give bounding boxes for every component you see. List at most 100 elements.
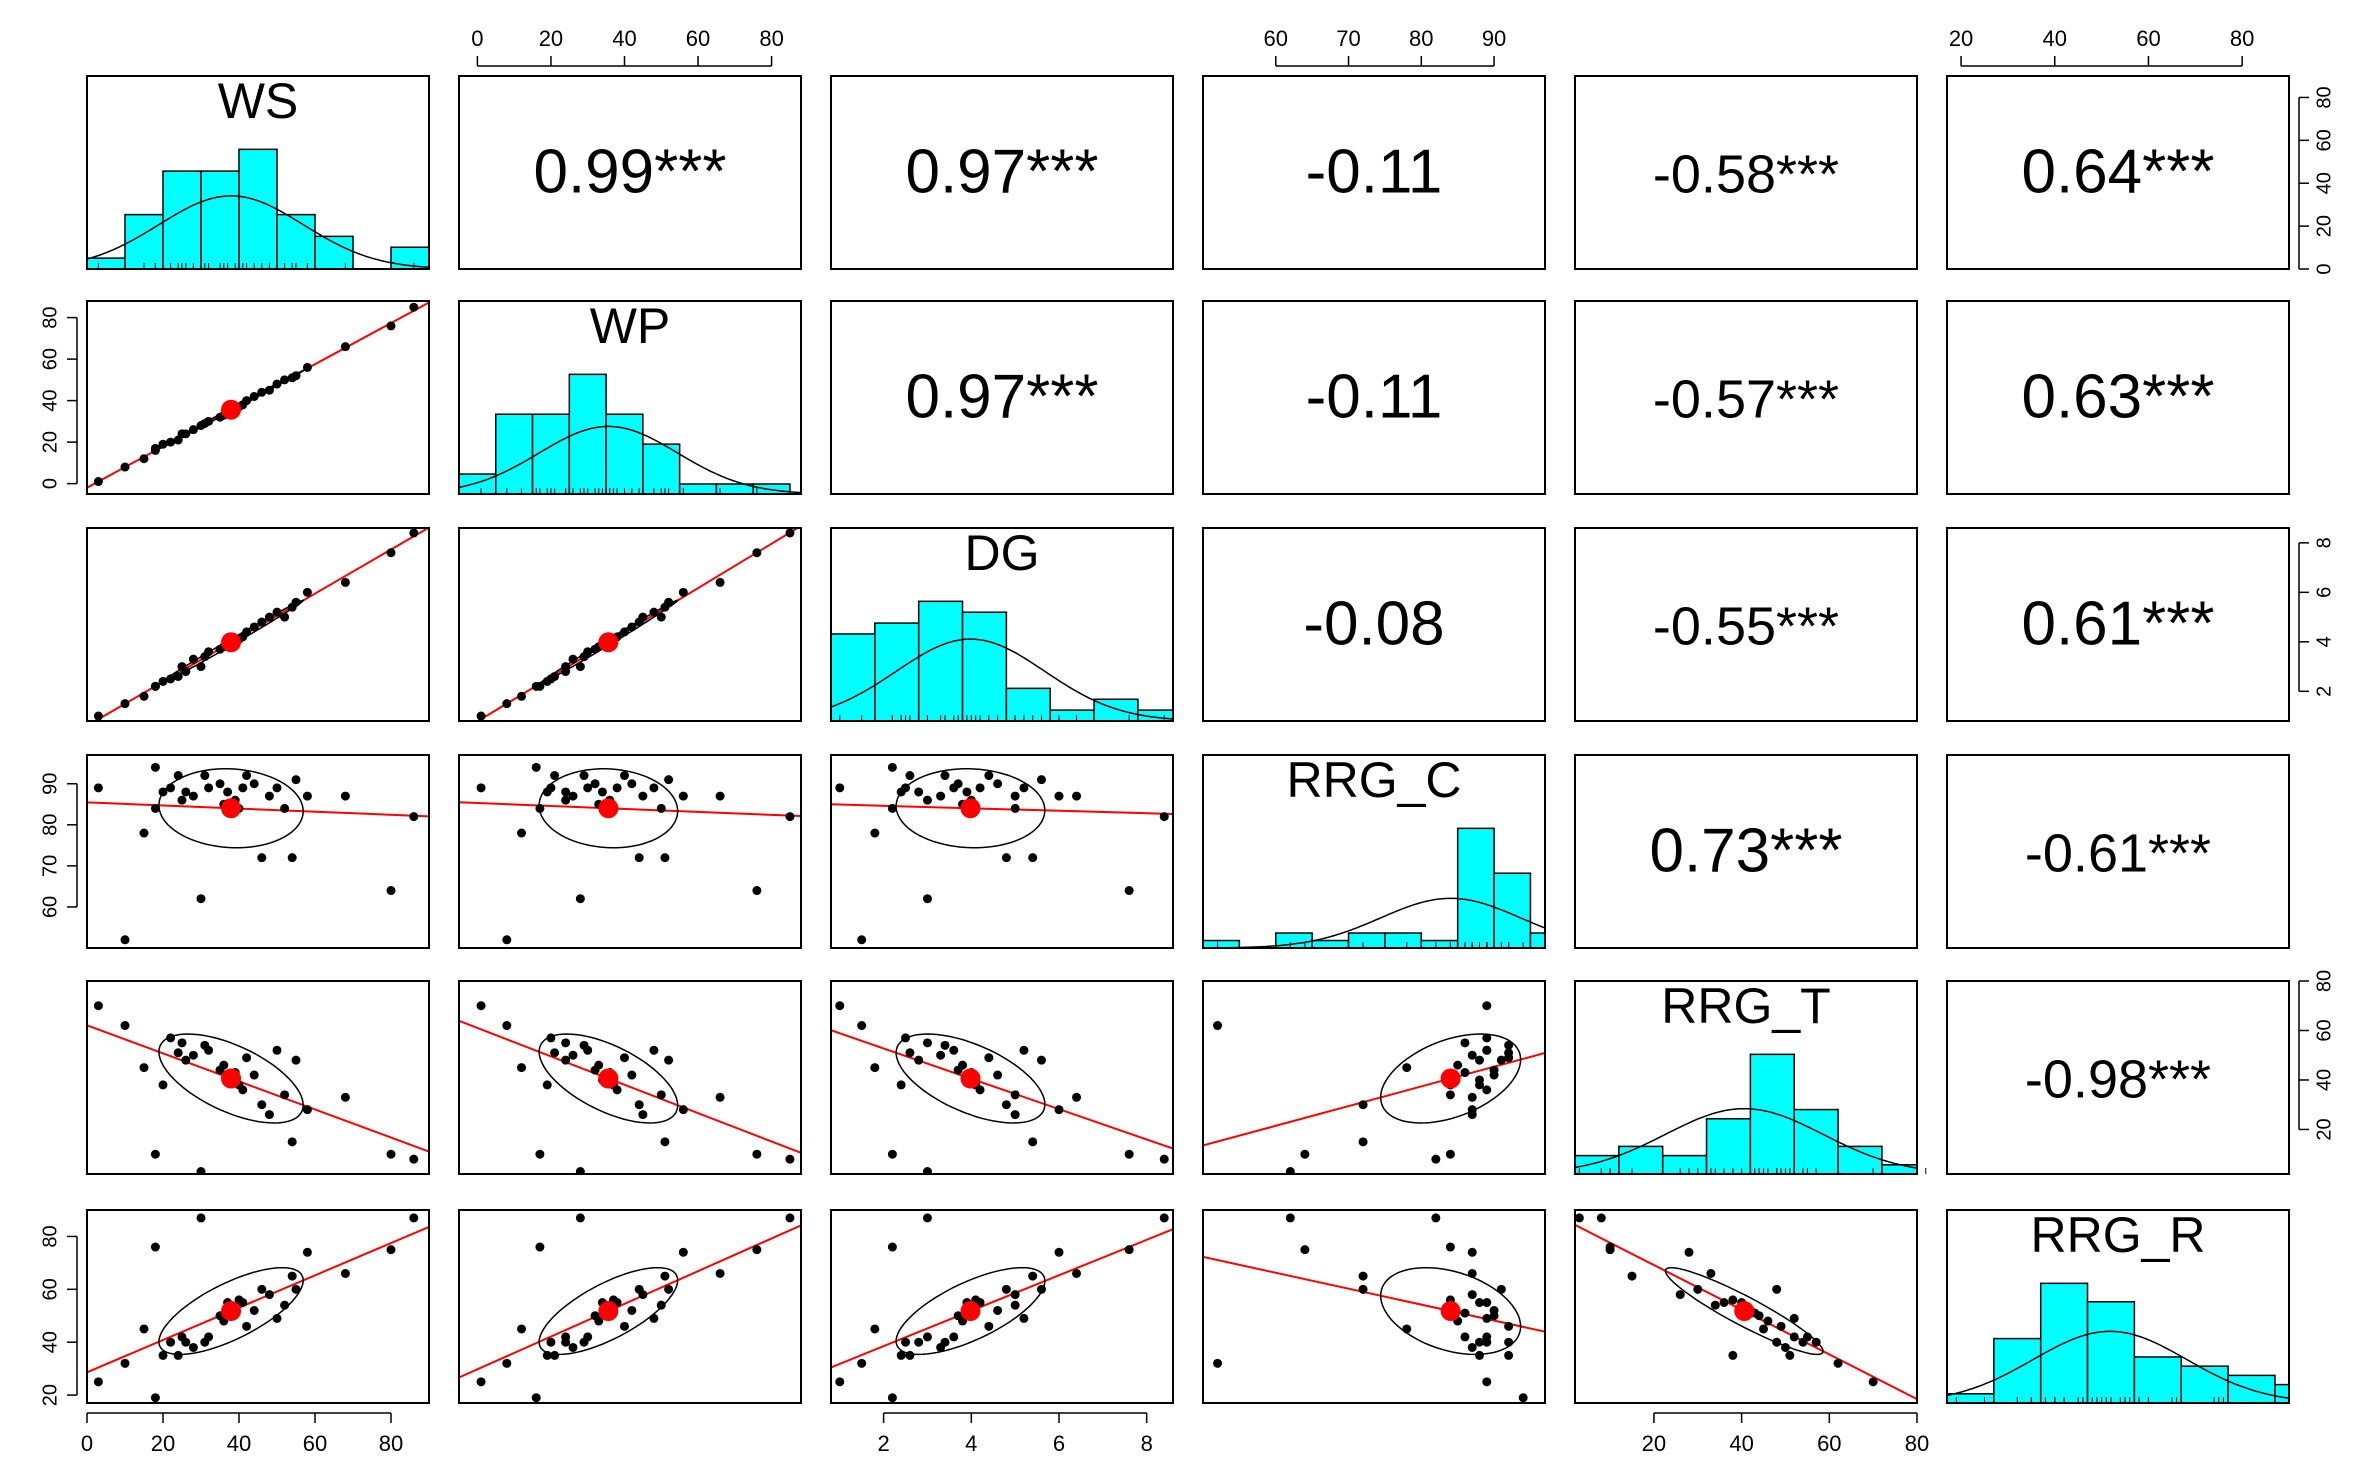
data-point (905, 1350, 915, 1360)
data-point (291, 775, 301, 785)
data-point (857, 1021, 867, 1031)
data-point (517, 1324, 527, 1334)
y-axis-WP-left: 0 20 40 60 80 (39, 306, 78, 489)
histogram-bar-RRG_R (1946, 1393, 1995, 1404)
histogram-bar-RRG_C (1420, 939, 1459, 949)
data-point (386, 1245, 396, 1255)
panel-frame (458, 754, 802, 949)
correlation-label: -0.58*** (1653, 145, 1839, 205)
histogram-bar-WS (200, 170, 240, 270)
data-point (1010, 1090, 1020, 1100)
data-point (561, 1337, 571, 1347)
y-axis-WS-right: 0 20 40 60 80 (2298, 86, 2335, 275)
data-point (264, 1290, 274, 1300)
data-point (634, 1100, 644, 1110)
data-point (1124, 1245, 1134, 1255)
mean-point (598, 632, 619, 653)
data-point (120, 1358, 130, 1368)
data-point (139, 691, 149, 701)
tick-label: 60 (1817, 1431, 1841, 1456)
data-point (1402, 1324, 1412, 1334)
data-point (752, 548, 762, 558)
data-point (953, 779, 963, 789)
histogram-bar-RRG_R (2086, 1300, 2136, 1404)
data-point (249, 779, 259, 789)
data-point (901, 1033, 911, 1043)
data-point (656, 612, 666, 622)
regression-line (831, 803, 1173, 815)
data-point (583, 647, 593, 657)
tick-label: 80 (379, 1431, 403, 1456)
data-point (575, 1167, 585, 1174)
tick-label: 80 (1409, 26, 1433, 51)
data-point (1285, 1167, 1295, 1174)
data-point (887, 1242, 897, 1252)
data-point (173, 771, 183, 781)
panel-frame (458, 1209, 802, 1404)
data-point (1596, 1213, 1606, 1223)
data-point (1482, 1377, 1492, 1387)
data-point (287, 1271, 297, 1281)
data-point (627, 622, 637, 632)
histogram-bar-RRG_C (1529, 932, 1546, 949)
correlation-ellipse (895, 1266, 1046, 1356)
data-point (531, 1393, 541, 1403)
data-point (188, 1050, 198, 1060)
data-point (887, 762, 897, 772)
data-point (302, 791, 312, 801)
histogram-bar-DG (1093, 698, 1139, 722)
histogram-bar-WP (458, 473, 497, 495)
data-point (139, 1063, 149, 1073)
data-point (302, 587, 312, 597)
panel-RRG_T-WP (458, 980, 802, 1175)
histogram-bar-RRG_T (1661, 1154, 1708, 1175)
data-point (280, 803, 290, 813)
data-point (1728, 1350, 1738, 1360)
data-point (93, 711, 103, 721)
tick-label: 60 (303, 1431, 327, 1456)
x-axis-RRG_T-bottom: 20 40 60 80 (1642, 1412, 1929, 1456)
data-point (1124, 1149, 1134, 1159)
data-point (535, 803, 545, 813)
data-point (139, 1324, 149, 1334)
data-point (158, 1350, 168, 1360)
histogram-bar-WS (162, 170, 202, 270)
data-point (188, 425, 198, 435)
data-point (1482, 1085, 1492, 1095)
regression-line (87, 1024, 429, 1153)
data-point (1706, 1268, 1716, 1278)
correlation-label: 0.61*** (2021, 590, 2214, 659)
data-point (177, 795, 187, 805)
data-point (272, 1045, 282, 1055)
data-point (664, 597, 674, 607)
data-point (627, 779, 637, 789)
tick-label: 60 (1264, 26, 1288, 51)
outer-axes: 0 20 40 60 80 60 70 80 90 20 40 60 800 20 40 60 80 2 4 6 8 20… (39, 26, 2335, 1456)
histogram-bar-WS (124, 213, 164, 270)
data-point (517, 1063, 527, 1073)
correlation-label: 0.97*** (905, 363, 1098, 432)
mean-point (221, 399, 242, 420)
panel-DG-RRG_T: -0.55*** (1574, 527, 1918, 722)
histogram-bar-DG (917, 600, 964, 722)
data-point (242, 1053, 252, 1063)
data-point (476, 783, 486, 793)
correlation-label: -0.61*** (2025, 824, 2211, 884)
data-point (340, 577, 350, 587)
tick-label: 70 (39, 855, 61, 877)
tick-label: 80 (2313, 86, 2335, 108)
data-point (561, 795, 571, 805)
data-point (291, 597, 301, 607)
normal-curve-DG (830, 638, 1174, 720)
data-point (1460, 1068, 1470, 1078)
data-point (409, 812, 419, 822)
data-point (1772, 1284, 1782, 1294)
tick-label: 20 (151, 1431, 175, 1456)
correlation-ellipse (538, 768, 679, 849)
normal-curve-RRG_C (1203, 897, 1546, 949)
variable-name-WS: WS (218, 73, 299, 129)
tick-label: 0 (81, 1431, 93, 1456)
data-point (1445, 1149, 1455, 1159)
data-point (656, 1300, 666, 1310)
data-point (785, 812, 795, 822)
